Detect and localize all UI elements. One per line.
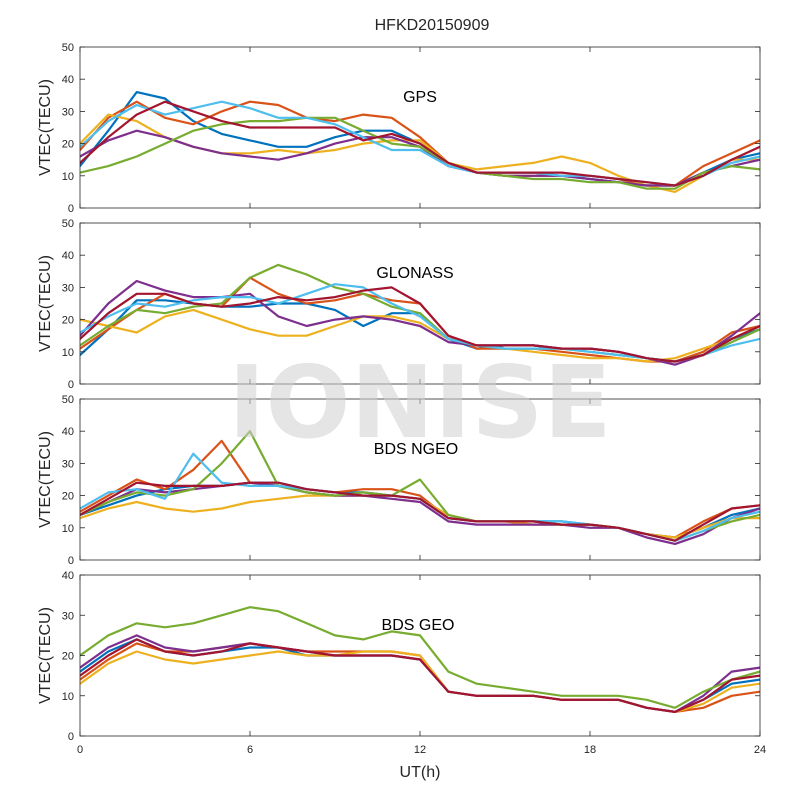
y-tick-label: 50 [62,394,74,406]
y-tick-label: 0 [68,379,74,391]
y-axis-label: VTEC(TECU) [37,255,54,352]
y-tick-label: 40 [62,426,74,438]
y-tick-label: 0 [68,731,74,743]
y-tick-label: 10 [62,691,74,703]
chart-panel-3: 0 10 20 30 40 50 VTEC(TECU) BDS NGEO [37,394,761,567]
series-line-7 [80,100,760,187]
y-tick-label: 20 [62,651,74,663]
y-tick-label: 20 [62,491,74,503]
y-tick-label: 50 [62,42,74,54]
chart-panels: 0 10 20 30 40 50 VTEC(TECU) GPS 0 10 20 30 40 50 VTEC(… [37,42,766,756]
y-tick-label: 50 [62,218,74,230]
y-axis-label: VTEC(TECU) [37,79,54,176]
series-group [80,91,760,193]
series-line-3 [80,308,760,363]
series-group [80,263,760,366]
x-tick-label: 12 [414,744,426,756]
y-axis-label: VTEC(TECU) [37,431,54,528]
y-tick-label: 40 [62,250,74,262]
y-tick-label: 10 [62,347,74,359]
panel-annotation: GPS [403,89,437,106]
chart-panel-1: 0 10 20 30 40 50 VTEC(TECU) GPS [37,42,761,215]
y-tick-label: 30 [62,282,74,294]
x-axis-label: UT(h) [400,764,441,781]
x-tick-label: 24 [754,744,766,756]
y-tick-label: 20 [62,139,74,151]
y-tick-label: 10 [62,171,74,183]
series-line-5 [80,606,760,709]
series-line-6 [80,452,760,542]
x-tick-label: 18 [584,744,596,756]
ionise-watermark: IONISE [228,344,611,461]
y-tick-label: 40 [62,74,74,86]
figure-title: HFKD20150909 [375,17,490,34]
y-tick-label: 40 [62,570,74,582]
y-tick-label: 0 [68,203,74,215]
y-tick-label: 30 [62,458,74,470]
y-tick-label: 30 [62,106,74,118]
y-tick-label: 10 [62,523,74,535]
panel-annotation: BDS GEO [382,617,455,634]
series-line-4 [80,634,760,713]
series-line-3 [80,113,760,193]
series-line-1 [80,91,760,187]
series-line-6 [80,638,760,713]
series-line-7 [80,286,760,363]
y-axis-label: VTEC(TECU) [37,607,54,704]
series-line-7 [80,481,760,542]
series-line-4 [80,129,760,187]
chart-panel-4: 0 10 20 30 40 0 6 12 18 24 VTEC(TECU) BDS GEO [37,570,766,756]
panel-annotation: GLONASS [376,265,453,282]
series-line-5 [80,116,760,190]
y-tick-label: 0 [68,555,74,567]
series-group [80,606,760,713]
panel-annotation: BDS NGEO [374,441,458,458]
x-tick-label: 0 [77,744,83,756]
series-group [80,430,760,545]
y-tick-label: 20 [62,315,74,327]
x-tick-label: 6 [247,744,253,756]
y-tick-label: 30 [62,610,74,622]
chart-panel-2: 0 10 20 30 40 50 VTEC(TECU) GLONASS [37,218,761,391]
